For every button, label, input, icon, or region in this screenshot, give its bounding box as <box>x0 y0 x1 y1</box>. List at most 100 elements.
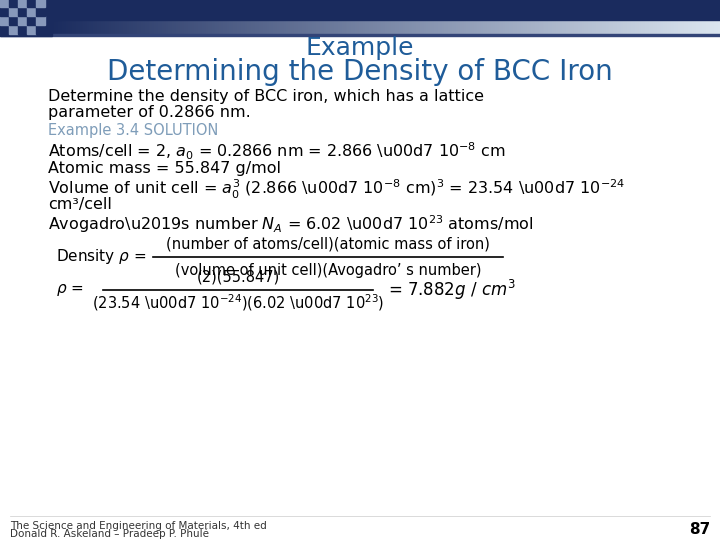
Bar <box>649 20 651 34</box>
Bar <box>9 25 18 34</box>
Bar <box>115 20 117 34</box>
Bar <box>241 20 243 34</box>
Bar <box>472 20 474 34</box>
Bar <box>87 20 89 34</box>
Bar <box>172 20 174 34</box>
Bar <box>78 20 80 34</box>
Bar <box>387 20 389 34</box>
Bar <box>531 20 533 34</box>
Bar <box>76 20 78 34</box>
Bar <box>549 20 551 34</box>
Bar <box>332 20 334 34</box>
Bar <box>36 25 45 34</box>
Bar <box>320 20 322 34</box>
Bar <box>574 20 576 34</box>
Bar <box>511 20 513 34</box>
Bar <box>147 20 148 34</box>
Text: (23.54 \u00d7 10$^{-24}$)(6.02 \u00d7 10$^{23}$): (23.54 \u00d7 10$^{-24}$)(6.02 \u00d7 10… <box>92 293 384 313</box>
Bar <box>105 20 107 34</box>
Bar <box>27 25 36 34</box>
Text: Determine the density of BCC iron, which has a lattice: Determine the density of BCC iron, which… <box>48 89 484 104</box>
Bar <box>683 20 685 34</box>
Bar <box>460 20 462 34</box>
Bar <box>50 20 52 34</box>
Bar <box>333 20 336 34</box>
Bar <box>602 20 603 34</box>
Bar <box>448 20 450 34</box>
Bar <box>389 20 391 34</box>
Bar <box>137 20 139 34</box>
Bar <box>199 20 202 34</box>
Bar <box>52 20 54 34</box>
Bar <box>68 20 70 34</box>
Bar <box>129 20 131 34</box>
Bar <box>158 20 161 34</box>
Bar <box>27 16 36 25</box>
Bar <box>536 20 539 34</box>
Bar <box>367 20 369 34</box>
Bar <box>18 16 27 25</box>
Bar <box>9 0 18 7</box>
Bar <box>665 20 667 34</box>
Bar <box>72 20 73 34</box>
Bar <box>186 20 188 34</box>
Bar <box>523 20 525 34</box>
Bar <box>363 20 365 34</box>
Bar <box>269 20 271 34</box>
Text: Atomic mass = 55.847 g/mol: Atomic mass = 55.847 g/mol <box>48 161 281 177</box>
Bar <box>102 20 104 34</box>
Bar <box>454 20 456 34</box>
Bar <box>324 20 326 34</box>
Bar <box>400 20 402 34</box>
Bar <box>600 20 602 34</box>
Bar <box>677 20 678 34</box>
Bar <box>214 20 215 34</box>
Bar <box>131 20 133 34</box>
Bar <box>469 20 472 34</box>
Bar <box>391 20 393 34</box>
Bar <box>584 20 586 34</box>
Bar <box>125 20 127 34</box>
Bar <box>661 20 663 34</box>
Bar <box>225 20 228 34</box>
Bar <box>694 20 696 34</box>
Bar <box>482 20 484 34</box>
Bar <box>325 20 328 34</box>
Bar <box>178 20 180 34</box>
Bar <box>408 20 410 34</box>
Bar <box>458 20 460 34</box>
Bar <box>566 20 568 34</box>
Bar <box>564 20 566 34</box>
Bar <box>228 20 230 34</box>
Bar <box>399 20 401 34</box>
Bar <box>643 20 645 34</box>
Bar <box>365 20 367 34</box>
Bar <box>654 20 657 34</box>
Bar <box>231 20 233 34</box>
Bar <box>255 20 257 34</box>
Bar <box>586 20 588 34</box>
Bar <box>113 20 115 34</box>
Bar <box>670 20 672 34</box>
Bar <box>245 20 247 34</box>
Bar <box>312 20 314 34</box>
Bar <box>672 20 675 34</box>
Bar <box>310 20 312 34</box>
Bar <box>383 20 385 34</box>
Bar <box>438 20 440 34</box>
Bar <box>592 20 594 34</box>
Bar <box>287 20 289 34</box>
Bar <box>590 20 592 34</box>
Bar <box>79 20 81 34</box>
Bar <box>99 20 102 34</box>
Bar <box>156 20 158 34</box>
Bar <box>405 20 407 34</box>
Bar <box>680 20 683 34</box>
Bar <box>544 20 546 34</box>
Bar <box>289 20 290 34</box>
Bar <box>475 20 477 34</box>
Bar <box>0 0 52 36</box>
Bar <box>36 16 45 25</box>
Bar <box>606 20 608 34</box>
Bar <box>54 20 56 34</box>
